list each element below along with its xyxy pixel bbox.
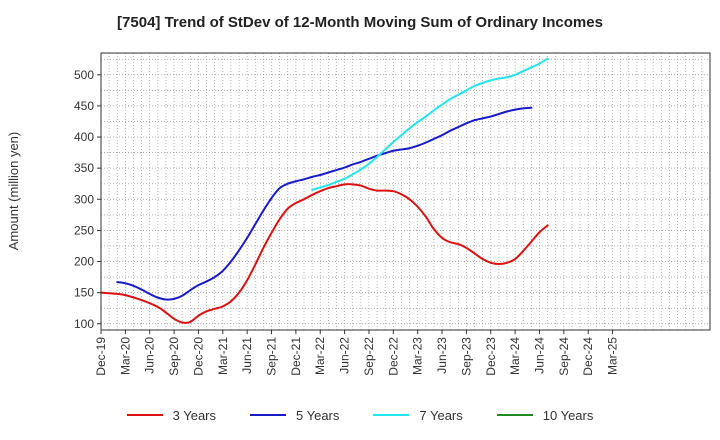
x-axis-ticks: Dec-19 Mar-20 Jun-20 Sep-20 Dec-20 Mar-21 Jun-… bbox=[94, 330, 620, 376]
legend-label: 5 Years bbox=[296, 407, 340, 423]
x-tick-label: Jun-23 bbox=[435, 337, 449, 374]
legend: 3 Years 5 Years 7 Years 10 Years bbox=[0, 404, 720, 426]
legend-swatch bbox=[250, 414, 286, 416]
legend-item: 10 Years bbox=[496, 407, 594, 423]
x-tick-label: Sep-22 bbox=[362, 337, 376, 376]
x-tick-label: Dec-19 bbox=[94, 337, 108, 376]
legend-item: 5 Years bbox=[250, 408, 339, 423]
x-tick-label: Jun-24 bbox=[532, 337, 546, 374]
x-tick-label: Mar-25 bbox=[606, 337, 620, 375]
y-tick-label: 200 bbox=[74, 255, 94, 269]
x-tick-label: Dec-21 bbox=[289, 337, 303, 376]
y-tick-label: 250 bbox=[74, 223, 94, 237]
x-tick-label: Mar-22 bbox=[313, 337, 327, 375]
x-tick-label: Jun-20 bbox=[143, 337, 157, 374]
y-tick-label: 450 bbox=[74, 99, 94, 113]
plot-frame bbox=[100, 52, 711, 331]
legend-swatch bbox=[496, 414, 533, 416]
series-lines bbox=[100, 57, 549, 324]
legend-swatch bbox=[373, 414, 410, 416]
y-tick-label: 350 bbox=[74, 161, 94, 175]
x-tick-label: Mar-24 bbox=[508, 337, 522, 375]
series-line-3-years bbox=[100, 183, 549, 324]
y-tick-label: 500 bbox=[74, 68, 94, 82]
x-tick-label: Mar-23 bbox=[411, 337, 425, 375]
x-tick-label: Dec-23 bbox=[484, 337, 498, 376]
x-tick-label: Dec-20 bbox=[191, 337, 205, 376]
x-tick-label: Sep-23 bbox=[459, 337, 473, 376]
legend-item: 3 Years bbox=[126, 407, 216, 423]
series-line-5-years bbox=[116, 106, 533, 301]
x-tick-label: Jun-22 bbox=[338, 337, 352, 374]
x-tick-label: Mar-21 bbox=[216, 337, 230, 375]
legend-label: 3 Years bbox=[172, 407, 216, 423]
gridlines bbox=[101, 53, 710, 330]
x-tick-label: Jun-21 bbox=[240, 337, 254, 374]
x-tick-label: Sep-24 bbox=[557, 337, 571, 376]
y-tick-label: 150 bbox=[74, 286, 94, 300]
y-tick-label: 100 bbox=[74, 317, 94, 331]
legend-item: 7 Years bbox=[373, 407, 463, 423]
y-tick-label: 300 bbox=[74, 192, 94, 206]
legend-label: 7 Years bbox=[419, 407, 463, 423]
y-axis-ticks: 100 150 200 250 300 350 400 450 500 bbox=[74, 68, 101, 331]
x-tick-label: Dec-24 bbox=[581, 337, 595, 376]
y-tick-label: 400 bbox=[74, 130, 94, 144]
legend-swatch bbox=[126, 414, 163, 416]
y-axis-title: Amount (million yen) bbox=[6, 132, 21, 251]
x-tick-label: Sep-20 bbox=[167, 337, 181, 376]
chart-title: [7504] Trend of StDev of 12-Month Moving… bbox=[117, 14, 603, 31]
legend-label: 10 Years bbox=[542, 407, 594, 423]
x-tick-label: Mar-20 bbox=[118, 337, 132, 375]
series-line-7-years bbox=[311, 57, 549, 191]
x-tick-label: Dec-22 bbox=[386, 337, 400, 376]
x-tick-label: Sep-21 bbox=[265, 337, 279, 376]
